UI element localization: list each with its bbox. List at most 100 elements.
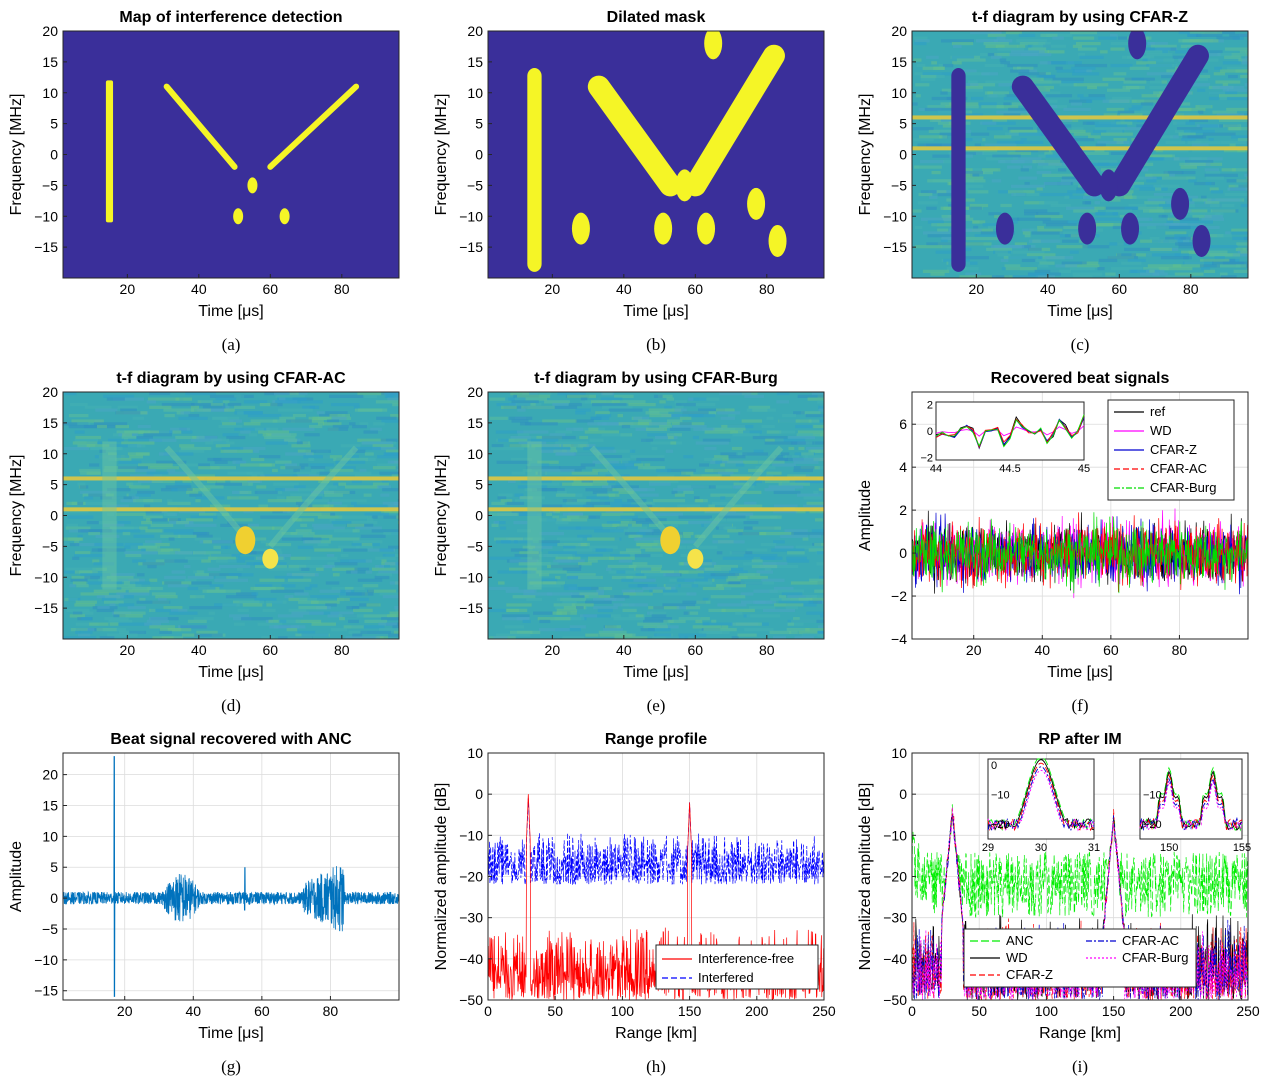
tf-texture xyxy=(106,504,129,508)
tf-texture xyxy=(1238,184,1248,188)
tf-texture xyxy=(496,460,529,464)
tf-texture xyxy=(1216,264,1247,268)
tf-texture xyxy=(108,619,133,624)
tf-texture xyxy=(931,96,964,101)
tf-texture xyxy=(288,400,323,404)
tf-texture xyxy=(127,606,146,610)
tf-texture xyxy=(974,143,982,147)
tf-texture xyxy=(351,520,378,525)
tf-texture xyxy=(215,559,237,563)
tf-texture xyxy=(1233,269,1248,274)
tf-texture xyxy=(595,411,610,415)
tf-texture xyxy=(823,622,824,626)
tf-texture xyxy=(194,633,223,637)
tf-texture xyxy=(801,452,814,456)
tf-texture xyxy=(212,400,223,404)
tf-texture xyxy=(816,619,824,624)
tf-texture xyxy=(325,603,337,607)
tf-texture xyxy=(806,611,824,615)
tf-texture xyxy=(171,570,186,574)
tf-texture xyxy=(1177,209,1208,213)
tf-texture xyxy=(666,433,682,437)
tf-texture xyxy=(556,518,572,522)
tf-texture xyxy=(555,556,581,560)
tf-texture xyxy=(125,553,142,558)
tf-texture xyxy=(241,617,273,621)
tf-texture xyxy=(640,570,675,574)
tf-texture xyxy=(765,479,790,484)
tf-texture xyxy=(134,468,156,473)
tf-texture xyxy=(254,490,278,495)
tf-texture xyxy=(398,526,399,530)
tf-texture xyxy=(981,72,999,76)
tf-texture xyxy=(1220,140,1247,145)
tf-texture xyxy=(352,633,363,637)
tf-texture xyxy=(117,405,138,409)
tf-texture xyxy=(532,548,543,552)
tf-texture xyxy=(248,526,275,530)
tf-texture xyxy=(185,463,198,467)
tf-texture xyxy=(1142,209,1165,213)
tf-texture xyxy=(557,392,586,396)
tf-texture xyxy=(759,531,794,536)
panel-caption: (f) xyxy=(1072,696,1089,715)
tf-texture xyxy=(688,397,707,401)
y-tick-label: 2 xyxy=(899,502,907,518)
tf-texture xyxy=(646,611,653,615)
tf-texture xyxy=(210,466,237,470)
tf-texture xyxy=(1058,168,1067,172)
tf-texture xyxy=(275,400,301,404)
tf-texture xyxy=(1128,107,1141,112)
tf-texture xyxy=(239,600,265,604)
tf-texture xyxy=(1192,214,1212,219)
tf-texture xyxy=(1183,129,1215,134)
tf-texture xyxy=(1204,168,1220,172)
tf-texture xyxy=(387,614,399,618)
tf-texture xyxy=(209,394,245,398)
tf-texture xyxy=(115,424,129,429)
tf-texture xyxy=(579,435,589,440)
tf-texture xyxy=(588,595,599,599)
tf-texture xyxy=(744,501,757,506)
tf-texture xyxy=(1228,74,1238,79)
tf-texture xyxy=(728,455,746,459)
panel-caption: (e) xyxy=(647,696,666,715)
tf-texture xyxy=(368,589,397,593)
x-tick-label: 40 xyxy=(616,281,632,297)
tf-texture xyxy=(693,581,713,585)
tf-texture xyxy=(735,573,761,577)
y-tick-label: −10 xyxy=(459,569,483,585)
tf-texture xyxy=(522,537,545,541)
tf-texture xyxy=(302,441,311,445)
tf-texture xyxy=(787,595,817,599)
tf-texture xyxy=(710,573,740,577)
tf-texture xyxy=(702,630,723,635)
tf-texture xyxy=(113,397,145,401)
tf-texture xyxy=(96,424,107,429)
tf-texture xyxy=(1132,195,1164,199)
y-tick-label: −15 xyxy=(459,239,483,255)
tf-texture xyxy=(277,408,313,412)
tf-texture xyxy=(809,510,824,514)
tf-texture xyxy=(764,567,772,571)
legend-label: Interfered xyxy=(698,970,754,985)
tf-texture xyxy=(1219,85,1233,90)
y-tick-label: 20 xyxy=(42,384,58,400)
tf-texture xyxy=(297,474,319,478)
tf-texture xyxy=(287,578,312,582)
tf-texture xyxy=(352,424,367,429)
tf-texture xyxy=(637,466,666,470)
inset-series-line xyxy=(935,414,1085,448)
tf-texture xyxy=(1169,173,1175,177)
tf-texture xyxy=(820,614,824,618)
tf-texture xyxy=(1136,168,1149,172)
tf-texture xyxy=(935,74,945,79)
tf-texture xyxy=(681,402,716,407)
inset-x-tick-label: 44 xyxy=(930,463,942,475)
tf-texture xyxy=(626,575,647,580)
tf-texture xyxy=(394,606,399,610)
tf-texture xyxy=(585,600,612,604)
tf-texture xyxy=(990,31,1002,35)
tf-residual-blob xyxy=(235,526,256,555)
tf-texture xyxy=(1071,66,1096,70)
